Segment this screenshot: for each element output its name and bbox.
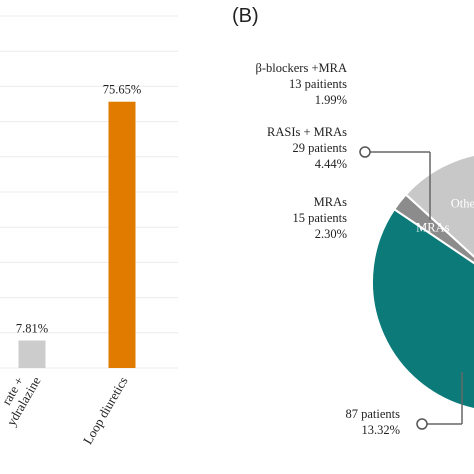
bars — [18, 101, 136, 368]
x-tick-labels: rate +ydralazine Loop diuretics — [0, 374, 131, 447]
annotation-line: β-blockers +MRA — [255, 61, 347, 75]
annotation-line: 15 patients — [292, 211, 347, 225]
pie-slices — [371, 154, 474, 410]
annotation-line: 2.30% — [315, 227, 347, 241]
annotation-line: 13 paitients — [289, 77, 347, 91]
annotation-line: 87 patients — [345, 407, 400, 421]
leader-lines — [359, 146, 463, 430]
panel-b-pie-chart: MRAsOthersRAS β-blockers +MRA 13 paitient… — [255, 61, 474, 437]
pie-slice-label: MRAs — [416, 221, 449, 235]
leader-dot-bottom — [416, 418, 428, 430]
bar-2 — [108, 101, 136, 368]
panel-a-bar-chart: 7.81% 75.65% rate +ydralazine Loop diureti… — [0, 15, 178, 447]
pie-slice-labels: MRAsOthersRAS — [416, 196, 474, 234]
annotation-beta-blockers-mra: β-blockers +MRA 13 paitients 1.99% — [255, 61, 347, 107]
pie-slice-6 — [371, 207, 474, 410]
annotation-line: RASIs + MRAs — [267, 125, 347, 139]
annotation-line: 4.44% — [315, 157, 347, 171]
annotation-line: 1.99% — [315, 93, 347, 107]
bar-data-labels: 7.81% 75.65% — [16, 83, 141, 336]
pie-annotations: β-blockers +MRA 13 paitients 1.99% RASIs + … — [255, 61, 400, 437]
leader-dot-rasis-mras — [359, 146, 371, 158]
x-tick-label: Loop diuretics — [80, 374, 131, 447]
bar-1 — [18, 340, 46, 368]
pie-slice-others — [404, 154, 474, 258]
annotation-bottom: 87 patients 13.32% — [345, 407, 400, 437]
annotation-mras: MRAs 15 patients 2.30% — [292, 195, 347, 241]
pie-slice-label: Others — [451, 196, 474, 210]
bar-data-label: 75.65% — [103, 83, 142, 97]
annotation-line: 29 patients — [292, 141, 347, 155]
gridlines — [0, 15, 178, 369]
panel-b-label: (B) — [232, 5, 259, 27]
annotation-rasis-mras: RASIs + MRAs 29 patients 4.44% — [267, 125, 347, 171]
annotation-line: 13.32% — [361, 423, 400, 437]
bar-data-label: 7.81% — [16, 322, 48, 336]
annotation-line: MRAs — [314, 195, 347, 209]
